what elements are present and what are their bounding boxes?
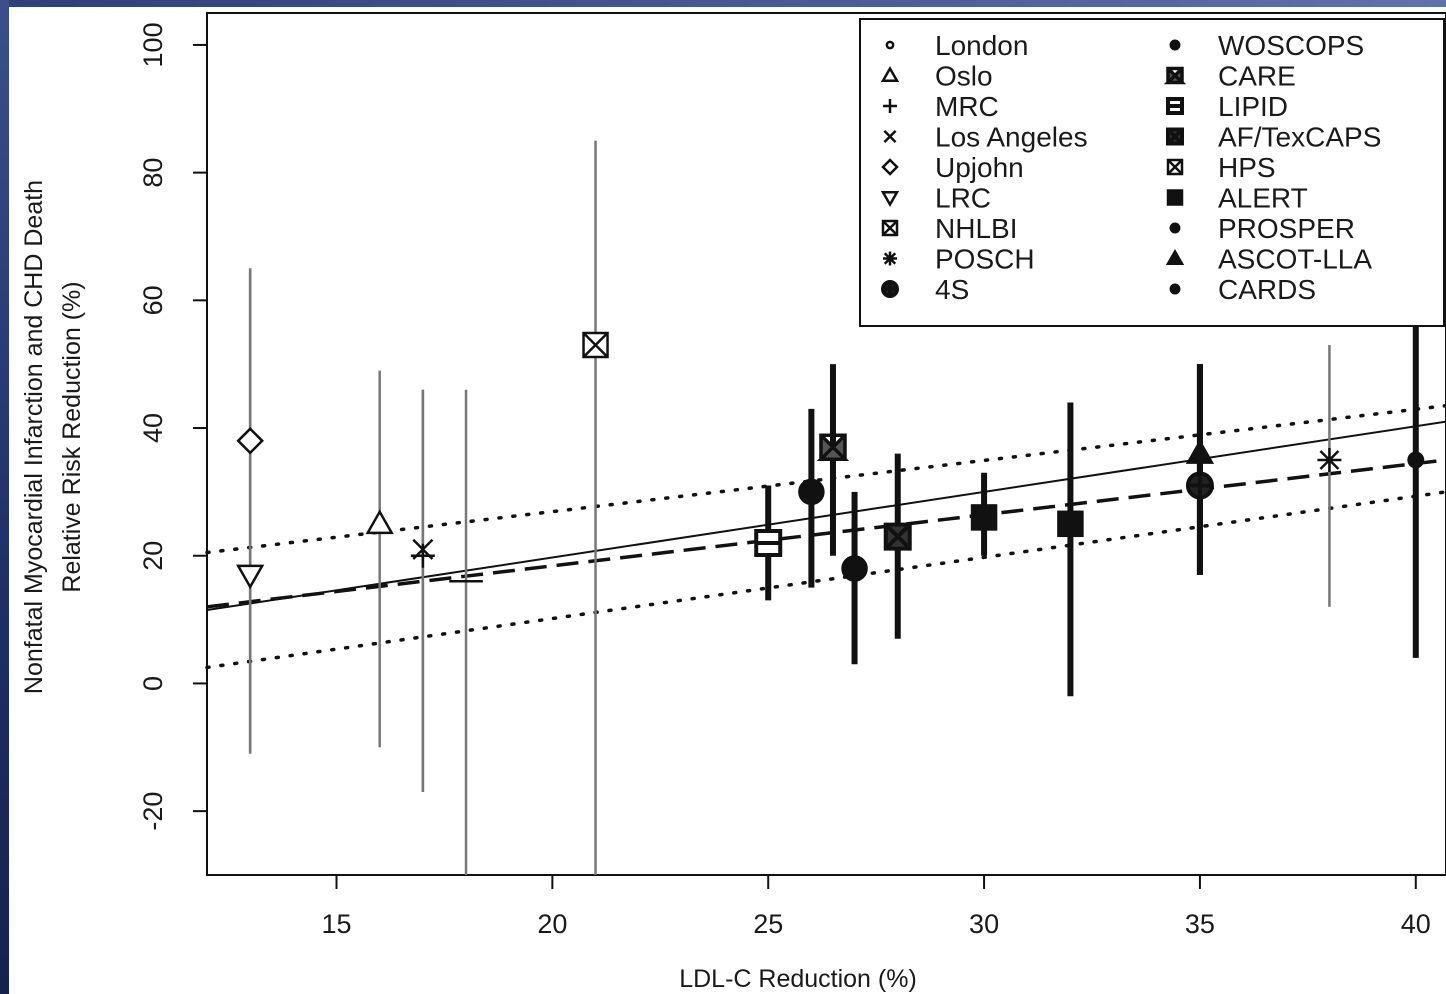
- marker-lrc: [236, 564, 265, 590]
- y-axis-label-line1: Nonfatal Myocardial Infarction and CHD D…: [20, 180, 48, 694]
- legend-label-oslo: Oslo: [935, 61, 993, 92]
- legend-label-lrc: LRC: [935, 183, 991, 214]
- legend-label-posch: POSCH: [935, 244, 1035, 275]
- legend-label-lipid: LIPID: [1218, 91, 1288, 122]
- legend-label-nhlbi: NHLBI: [935, 213, 1017, 244]
- marker-cards: [1407, 451, 1425, 469]
- x-tick-label: 20: [537, 909, 567, 939]
- legend-marker-nhlbi: [881, 219, 899, 237]
- legend-label-ascot-lla: ASCOT-LLA: [1218, 244, 1372, 275]
- legend-marker-london: [885, 40, 895, 50]
- legend-marker-los-angeles: [883, 130, 897, 143]
- marker-upjohn: [236, 427, 264, 455]
- fit-line-dashed: [206, 458, 1446, 609]
- fit-line-solid: [206, 420, 1446, 612]
- data-markers: [236, 331, 1425, 590]
- legend-marker-alert: [1166, 189, 1184, 206]
- y-tick-label: 60: [138, 285, 168, 315]
- x-axis-label: LDL-C Reduction (%): [679, 965, 917, 993]
- fit-lines: [205, 403, 1446, 670]
- y-tick-label: -20: [138, 792, 168, 831]
- legend-marker-mrc: [883, 99, 897, 113]
- legend-label-af-texcaps: AF/TexCAPS: [1218, 122, 1381, 153]
- legend-marker-care: [1163, 66, 1187, 85]
- marker-alert: [1057, 510, 1084, 538]
- marker-oslo: [365, 509, 394, 535]
- legend-label-hps: HPS: [1218, 152, 1276, 183]
- x-tick-label: 35: [1185, 909, 1215, 939]
- legend-marker-lipid: [1166, 97, 1184, 115]
- legend-marker-posch: [883, 251, 897, 266]
- marker-care: [816, 433, 850, 461]
- marker-ascot-lla: [1185, 439, 1215, 464]
- slide-frame-top: [0, 0, 1446, 7]
- legend-marker-hps: [1166, 158, 1184, 176]
- legend-label-london: London: [935, 30, 1028, 61]
- legend-marker-lrc: [880, 191, 900, 208]
- fit-line-dotted: [205, 403, 1446, 555]
- y-tick-label: 80: [138, 158, 168, 188]
- legend-box: [859, 18, 1445, 327]
- legend-marker-oslo: [880, 65, 900, 82]
- legend-label-los-angeles: Los Angeles: [935, 122, 1088, 153]
- legend-label-care: CARE: [1218, 61, 1296, 92]
- legend-marker-prosper: [1169, 222, 1181, 234]
- legend-marker-ascot-lla: [1165, 248, 1185, 265]
- legend-marker-4s: [881, 280, 900, 298]
- legend-label-prosper: PROSPER: [1218, 213, 1355, 244]
- marker-prosper: [841, 555, 868, 582]
- legend-label-woscops: WOSCOPS: [1218, 30, 1364, 61]
- x-tick-label: 25: [753, 909, 783, 939]
- y-tick-label: 40: [138, 413, 168, 443]
- legend-marker-cards: [1169, 283, 1181, 295]
- marker-woscops: [798, 478, 825, 506]
- x-tick-label: 15: [321, 909, 351, 939]
- legend-label-4s: 4S: [935, 274, 969, 305]
- marker-hps: [970, 504, 998, 531]
- y-tick-label: 0: [138, 676, 168, 691]
- legend-marker-af-texcaps: [1166, 127, 1184, 146]
- slide-frame-left: [0, 0, 9, 994]
- x-axis: 15 20 25 30 35 40: [321, 875, 1431, 939]
- legend-label-mrc: MRC: [935, 91, 999, 122]
- y-tick-label: 100: [138, 22, 168, 67]
- marker-lipid: [754, 528, 783, 557]
- legend-label-cards: CARDS: [1218, 274, 1316, 305]
- legend-marker-woscops: [1169, 39, 1181, 51]
- marker-mrc: [410, 543, 435, 568]
- y-axis: -20 0 20 40 60 80 100: [138, 22, 207, 831]
- marker-los-angeles: [412, 538, 434, 560]
- x-tick-label: 30: [969, 909, 999, 939]
- marker-nhlbi: [582, 331, 609, 359]
- marker-af-texcaps: [883, 522, 912, 551]
- marker-4s: [1185, 471, 1214, 500]
- y-axis-label-line2: Relative Risk Reduction (%): [58, 281, 86, 592]
- marker-posch: [1317, 447, 1342, 472]
- y-tick-label: 20: [138, 541, 168, 571]
- legend-label-alert: ALERT: [1218, 183, 1308, 214]
- x-tick-label: 40: [1401, 909, 1431, 939]
- plot-area: [206, 12, 1446, 876]
- legend-marker-upjohn: [881, 158, 899, 176]
- legend-label-upjohn: Upjohn: [935, 152, 1024, 183]
- fit-line-dotted: [205, 490, 1446, 670]
